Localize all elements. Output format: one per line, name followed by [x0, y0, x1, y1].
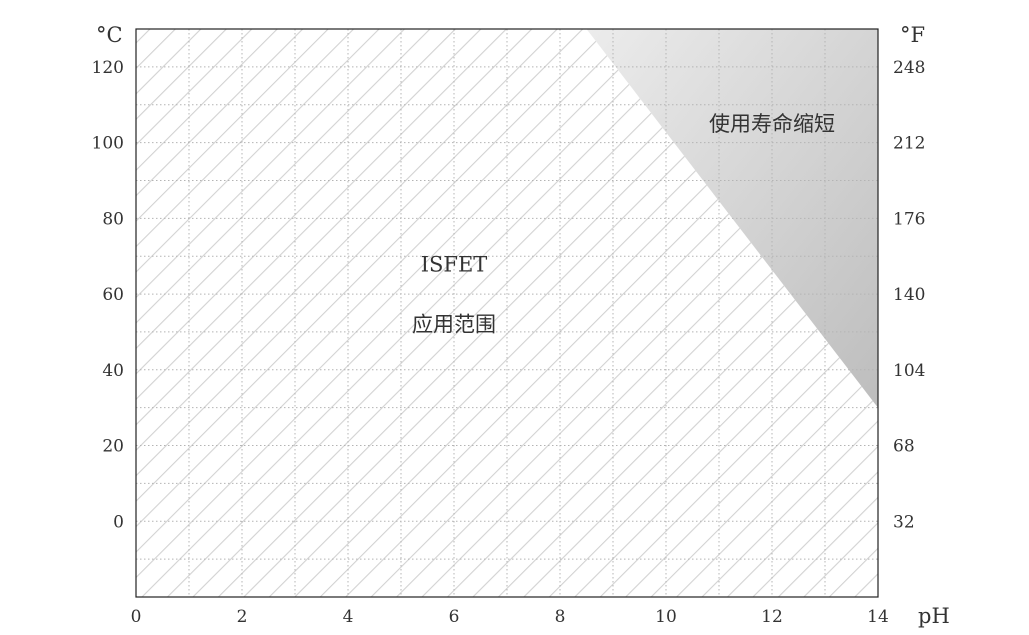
- y-right-tick-label: 68: [893, 437, 915, 457]
- y-left-tick-label: 40: [102, 361, 124, 381]
- x-tick-label: 2: [237, 607, 248, 627]
- y-right-unit-label: °F: [900, 23, 925, 47]
- y-right-tick-label: 212: [893, 134, 925, 154]
- y-right-tick-label: 248: [893, 58, 925, 78]
- tick-labels-layer: 0 2 4 6 8 10 12 1402040608010012032681041401762…: [92, 58, 926, 627]
- axis-units-layer: °C °F pH: [96, 23, 950, 628]
- y-left-tick-label: 100: [92, 134, 124, 154]
- y-right-tick-label: 140: [893, 285, 925, 305]
- region-label-reduced-lifetime: 使用寿命缩短: [709, 112, 835, 136]
- x-tick-label: 4: [343, 607, 354, 627]
- y-right-tick-label: 32: [893, 512, 915, 532]
- x-tick-label: 12: [761, 607, 783, 627]
- y-left-tick-label: 60: [102, 285, 124, 305]
- x-tick-label: 14: [867, 607, 889, 627]
- y-right-tick-label: 104: [893, 361, 925, 381]
- x-tick-label: 10: [655, 607, 677, 627]
- x-tick-label: 6: [449, 607, 460, 627]
- y-left-tick-label: 0: [113, 512, 124, 532]
- region-labels-layer: ISFET 应用范围 使用寿命缩短: [412, 112, 835, 336]
- y-left-tick-label: 120: [92, 58, 124, 78]
- plot-border: [135, 28, 879, 598]
- x-tick-label: 0: [131, 607, 142, 627]
- region-label-application-range: 应用范围: [412, 313, 496, 337]
- y-left-tick-label: 80: [102, 209, 124, 229]
- y-right-tick-label: 176: [893, 209, 925, 229]
- plot-frame: [135, 28, 879, 598]
- x-axis-label: pH: [918, 604, 950, 628]
- y-left-unit-label: °C: [96, 23, 123, 47]
- x-tick-label: 8: [555, 607, 566, 627]
- grid-layer: [136, 29, 878, 597]
- region-label-application-range: ISFET: [421, 253, 488, 277]
- y-left-tick-label: 20: [102, 437, 124, 457]
